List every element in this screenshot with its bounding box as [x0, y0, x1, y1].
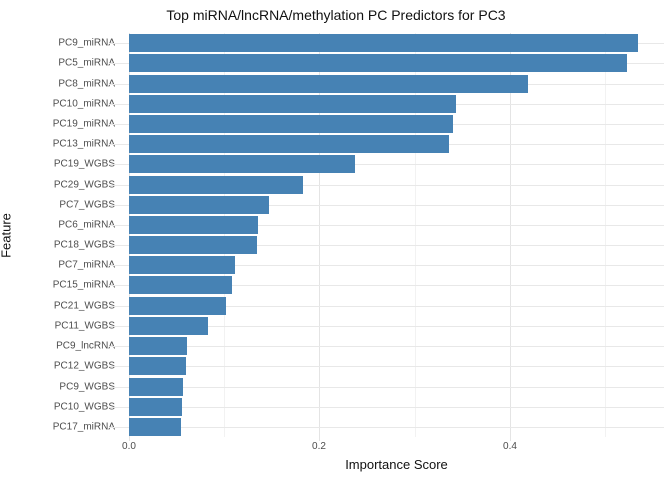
y-tick-label: PC7_WGBS [59, 199, 115, 211]
plot-panel [109, 33, 664, 441]
y-gridline [109, 387, 664, 388]
bar-PC7_miRNA [129, 256, 235, 274]
bar-PC8_miRNA [129, 75, 528, 93]
y-gridline [109, 285, 664, 286]
bar-PC17_miRNA [129, 418, 181, 436]
x-minor-gridline [415, 33, 416, 437]
y-gridline [109, 346, 664, 347]
y-tick-label: PC12_WGBS [53, 360, 115, 372]
y-tick-label: PC29_WGBS [53, 179, 115, 191]
y-gridline [109, 326, 664, 327]
y-tick-label: PC17_miRNA [52, 421, 115, 433]
x-major-gridline [319, 33, 320, 441]
y-gridline [109, 164, 664, 165]
bar-PC11_WGBS [129, 317, 208, 335]
y-gridline [109, 407, 664, 408]
y-tick-label: PC10_miRNA [52, 98, 115, 110]
y-tick-label: PC9_WGBS [59, 381, 115, 393]
bar-PC18_WGBS [129, 236, 257, 254]
bar-PC5_miRNA [129, 54, 627, 72]
bar-PC13_miRNA [129, 135, 449, 153]
y-tick-label: PC7_miRNA [58, 259, 115, 271]
y-tick-label: PC10_WGBS [53, 401, 115, 413]
x-tick-label: 0.4 [503, 441, 517, 452]
y-axis-tick-labels: PC9_miRNA PC5_miRNA PC8_miRNA PC10_miRNA PC1… [0, 33, 122, 437]
bar-PC10_miRNA [129, 95, 456, 113]
y-gridline [109, 225, 664, 226]
y-tick-label: PC8_miRNA [58, 78, 115, 90]
x-minor-gridline [224, 33, 225, 437]
y-gridline [109, 427, 664, 428]
y-gridline [109, 306, 664, 307]
y-gridline [109, 245, 664, 246]
bar-PC19_WGBS [129, 155, 355, 173]
y-tick-label: PC6_miRNA [58, 219, 115, 231]
y-tick-label: PC11_WGBS [54, 320, 115, 332]
bar-PC21_WGBS [129, 297, 226, 315]
bar-PC19_miRNA [129, 115, 453, 133]
bar-PC6_miRNA [129, 216, 258, 234]
y-gridline [109, 366, 664, 367]
bar-PC9_WGBS [129, 378, 183, 396]
bar-PC9_miRNA [129, 34, 638, 52]
y-tick-label: PC13_miRNA [52, 138, 115, 150]
y-tick-label: PC18_WGBS [53, 239, 115, 251]
y-tick-label: PC5_miRNA [58, 57, 115, 69]
x-tick-label: 0.0 [122, 441, 136, 452]
y-tick-label: PC21_WGBS [53, 300, 115, 312]
bar-PC12_WGBS [129, 357, 186, 375]
x-major-gridline [510, 33, 511, 441]
x-axis-title: Importance Score [345, 457, 448, 472]
bar-PC7_WGBS [129, 196, 269, 214]
y-tick-label: PC19_miRNA [52, 118, 115, 130]
bar-PC29_WGBS [129, 176, 303, 194]
x-minor-gridline [605, 33, 606, 437]
bar-PC10_WGBS [129, 398, 182, 416]
y-tick-label: PC19_WGBS [53, 158, 115, 170]
y-gridline [109, 185, 664, 186]
y-gridline [109, 205, 664, 206]
y-tick-label: PC15_miRNA [52, 279, 115, 291]
x-tick-label: 0.2 [312, 441, 326, 452]
y-tick-label: PC9_lncRNA [56, 340, 115, 352]
y-tick-label: PC9_miRNA [58, 37, 115, 49]
chart-title: Top miRNA/lncRNA/methylation PC Predicto… [166, 7, 506, 23]
bar-PC9_lncRNA [129, 337, 187, 355]
y-gridline [109, 265, 664, 266]
bar-PC15_miRNA [129, 276, 232, 294]
